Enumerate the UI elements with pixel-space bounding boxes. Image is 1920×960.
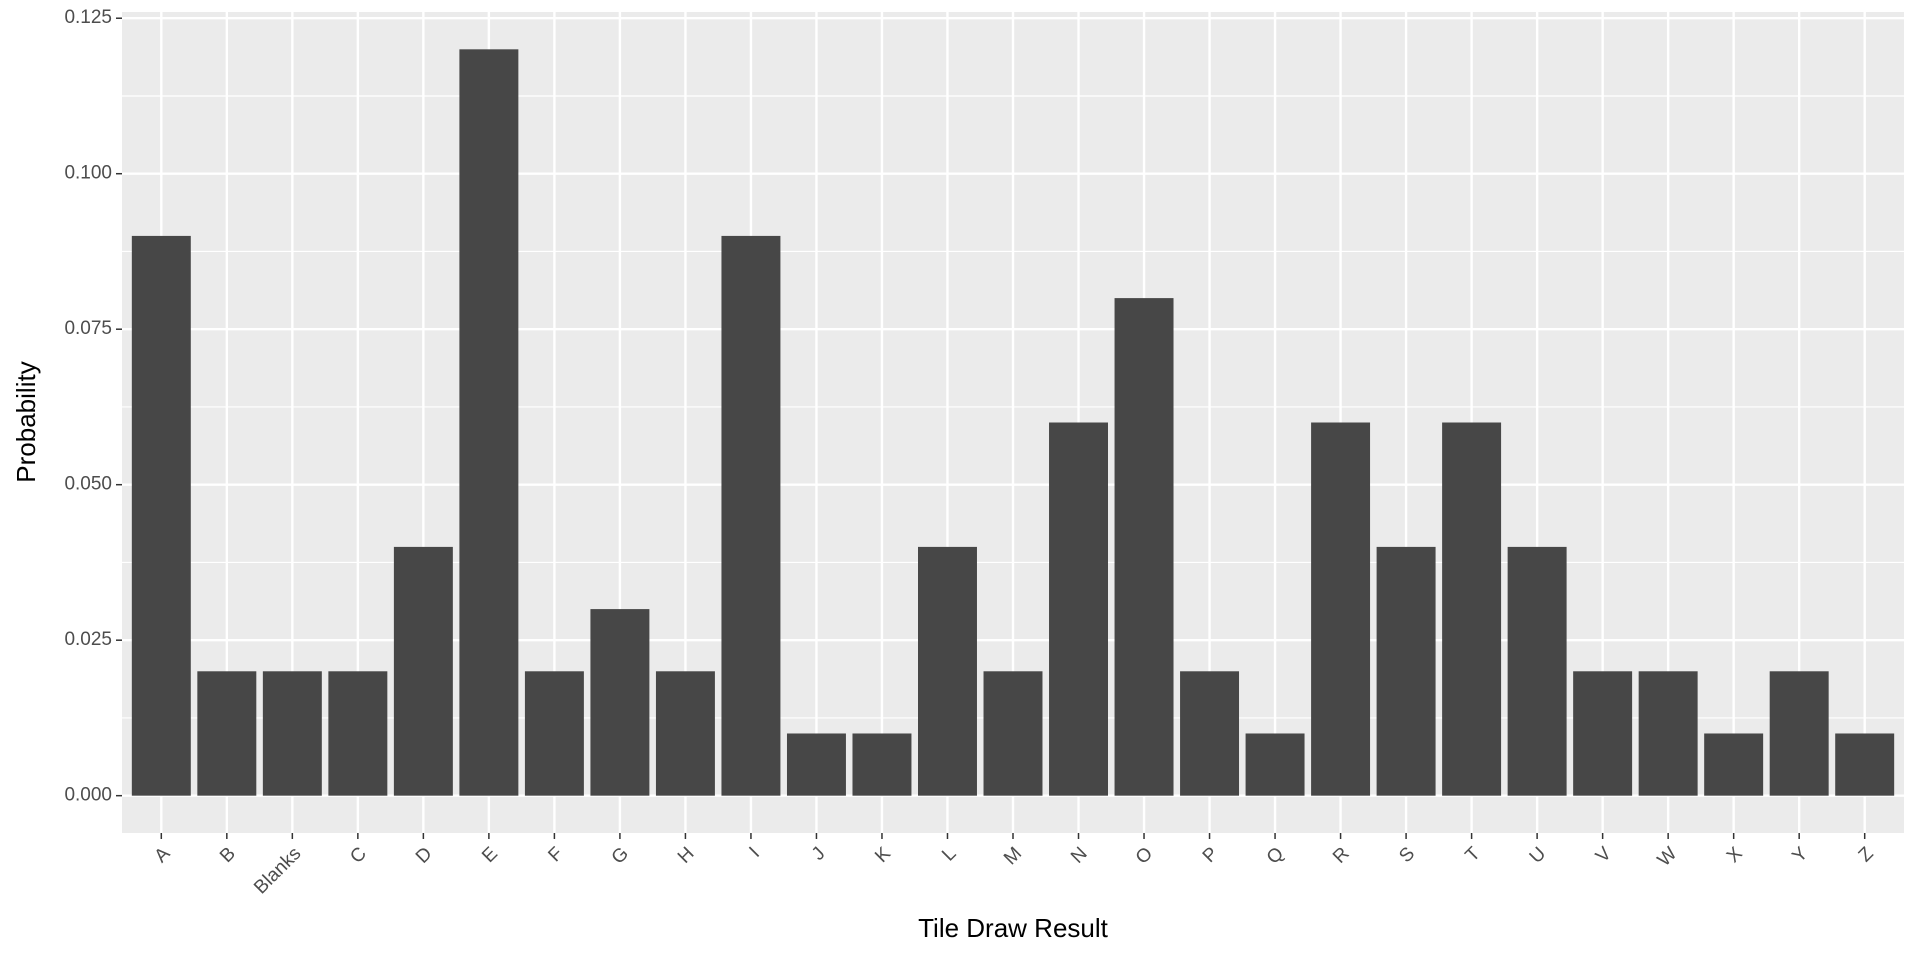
x-tick-label: M	[1000, 843, 1026, 869]
bar	[1311, 422, 1371, 796]
x-tick-label: N	[1067, 843, 1092, 868]
bar	[590, 609, 650, 796]
y-tick-label: 0.125	[64, 7, 112, 28]
x-tick-label: V	[1592, 843, 1616, 867]
bar	[1835, 733, 1895, 796]
x-tick-label: Z	[1855, 843, 1878, 866]
x-tick-label: P	[1199, 843, 1223, 867]
bar	[852, 733, 912, 796]
bar	[1573, 671, 1633, 796]
bar	[459, 49, 519, 796]
x-tick-label: O	[1132, 843, 1157, 868]
x-tick-label: J	[808, 843, 830, 865]
bar	[1769, 671, 1829, 796]
bar	[393, 546, 453, 796]
bar	[786, 733, 846, 796]
x-tick-label: F	[544, 843, 567, 866]
x-tick-label: A	[151, 843, 175, 867]
y-tick-label: 0.100	[64, 163, 112, 184]
x-tick-label: U	[1526, 843, 1551, 868]
bar	[918, 546, 977, 796]
y-tick-label: 0.025	[64, 629, 112, 650]
bar	[1180, 671, 1240, 796]
x-tick-label: I	[745, 843, 764, 862]
x-tick-label: Blanks	[250, 843, 305, 898]
x-tick-label: Q	[1263, 843, 1288, 868]
x-tick-label: B	[216, 843, 240, 867]
bar	[328, 671, 388, 796]
x-tick-label: E	[478, 843, 502, 867]
x-tick-label: G	[608, 843, 633, 868]
y-axis-title: Probability	[11, 361, 41, 482]
y-tick-label: 0.075	[64, 318, 112, 339]
x-tick-label: R	[1329, 843, 1354, 868]
bar	[131, 235, 191, 796]
bar	[655, 671, 715, 796]
x-tick-label: D	[412, 843, 437, 868]
bar	[1507, 546, 1567, 796]
y-tick-label: 0.000	[64, 785, 112, 806]
x-tick-label: H	[674, 843, 699, 868]
bar	[1638, 671, 1698, 796]
x-tick-label: Y	[1788, 843, 1812, 867]
bar	[721, 235, 781, 796]
x-tick-label: W	[1654, 843, 1682, 871]
bar	[983, 671, 1043, 796]
y-tick-label: 0.050	[64, 474, 112, 495]
bar	[1442, 422, 1502, 796]
bar	[1704, 733, 1764, 796]
x-tick-label: S	[1395, 843, 1419, 867]
x-tick-label: T	[1462, 843, 1485, 866]
bar	[1114, 298, 1174, 796]
x-axis-title: Tile Draw Result	[918, 913, 1109, 943]
bar	[197, 671, 257, 796]
bar	[262, 671, 322, 796]
bar	[1376, 546, 1436, 796]
bar	[1049, 422, 1108, 796]
x-tick-label: L	[938, 843, 960, 865]
x-tick-label: K	[871, 843, 895, 867]
x-tick-label: C	[346, 843, 371, 868]
bar	[1245, 733, 1305, 796]
bar	[524, 671, 584, 796]
x-tick-label: X	[1723, 843, 1747, 867]
